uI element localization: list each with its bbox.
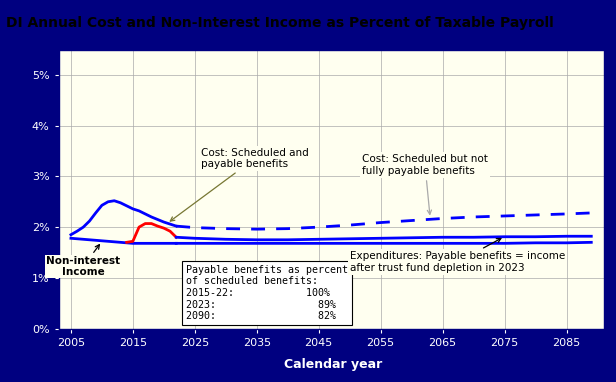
Text: Payable benefits as percent
of scheduled benefits:
2015-22:            100%
2023: Payable benefits as percent of scheduled…	[185, 265, 347, 321]
Text: Cost: Scheduled and
payable benefits: Cost: Scheduled and payable benefits	[170, 148, 309, 221]
Text: Non-interest
Income: Non-interest Income	[46, 244, 120, 277]
Text: Calendar year: Calendar year	[283, 358, 382, 371]
Text: Cost: Scheduled but not
fully payable benefits: Cost: Scheduled but not fully payable be…	[362, 154, 488, 214]
Text: DI Annual Cost and Non-Interest Income as Percent of Taxable Payroll: DI Annual Cost and Non-Interest Income a…	[6, 16, 554, 30]
Text: Expenditures: Payable benefits = income
after trust fund depletion in 2023: Expenditures: Payable benefits = income …	[350, 238, 565, 273]
